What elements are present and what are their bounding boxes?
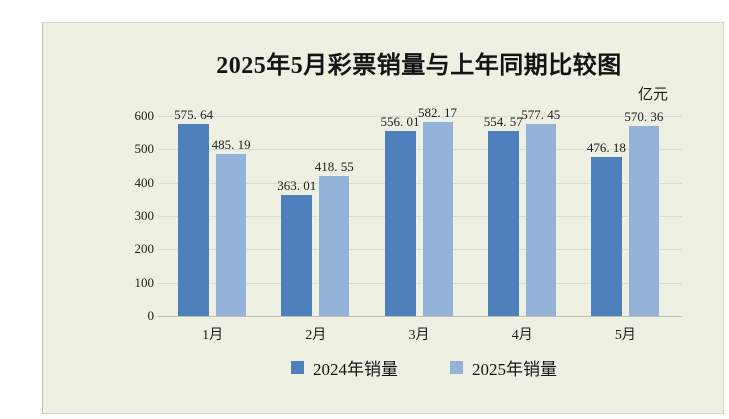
value-label-2024年销量-5月: 476. 18	[586, 140, 626, 156]
x-tick-label-3月: 3月	[408, 328, 430, 343]
x-axis-line	[158, 316, 682, 317]
bar-2024年销量-4月	[487, 131, 519, 316]
value-label-2025年销量-1月: 485. 19	[211, 137, 251, 153]
gridline-300	[158, 216, 682, 217]
gridline-600	[158, 116, 682, 117]
bar-2024年销量-1月	[178, 124, 210, 316]
gridline-500	[158, 149, 682, 151]
legend-item-2024: 2024年销量	[291, 355, 398, 380]
legend-label-2024: 2024年销量	[313, 360, 398, 379]
bar-2025年销量-1月	[216, 154, 247, 316]
bar-2024年销量-3月	[384, 130, 416, 316]
x-tick-label-2月: 2月	[305, 328, 327, 343]
y-tick-label-300: 300	[134, 208, 155, 223]
value-label-2025年销量-3月: 582. 17	[418, 104, 457, 120]
legend-swatch-2025-icon	[450, 361, 463, 374]
value-label-2025年销量-4月: 577. 45	[521, 106, 561, 122]
bar-2025年销量-4月	[525, 123, 556, 316]
value-label-2025年销量-5月: 570. 36	[624, 108, 664, 124]
bar-2025年销量-5月	[628, 125, 659, 316]
bar-2024年销量-2月	[281, 194, 313, 316]
gridline-100	[158, 282, 682, 284]
y-tick-label-0: 0	[147, 308, 155, 323]
legend-label-2025: 2025年销量	[472, 360, 557, 379]
legend-swatch-2024-icon	[291, 361, 304, 374]
legend: 2024年销量 2025年销量	[166, 355, 682, 380]
value-label-2024年销量-2月: 363. 01	[277, 177, 317, 193]
value-label-2024年销量-3月: 556. 01	[380, 113, 420, 129]
x-tick-label-5月: 5月	[614, 328, 636, 343]
value-label-2024年销量-4月: 554. 57	[483, 114, 523, 130]
value-label-2024年销量-1月: 575. 64	[174, 107, 214, 123]
y-tick-label-400: 400	[134, 174, 155, 190]
value-label-2025年销量-2月: 418. 55	[314, 159, 354, 175]
gridline-400	[158, 182, 682, 184]
bar-2025年销量-2月	[319, 176, 350, 316]
y-tick-label-600: 600	[134, 108, 155, 123]
x-tick-label-1月: 1月	[202, 328, 224, 343]
legend-item-2025: 2025年销量	[450, 355, 557, 380]
chart-title: 2025年5月彩票销量与上年同期比较图	[216, 53, 622, 79]
y-tick-label-100: 100	[134, 274, 155, 290]
bar-2025年销量-3月	[422, 121, 453, 316]
gridline-200	[158, 249, 682, 251]
unit-label: 亿元	[637, 87, 668, 103]
y-tick-label-500: 500	[134, 141, 155, 157]
chart-canvas: 2025年5月彩票销量与上年同期比较图 亿元 0 100 200 300 400 500 6…	[42, 22, 724, 414]
x-tick-label-4月: 4月	[511, 328, 533, 343]
bar-2024年销量-5月	[590, 157, 622, 316]
y-tick-label-200: 200	[134, 241, 155, 257]
